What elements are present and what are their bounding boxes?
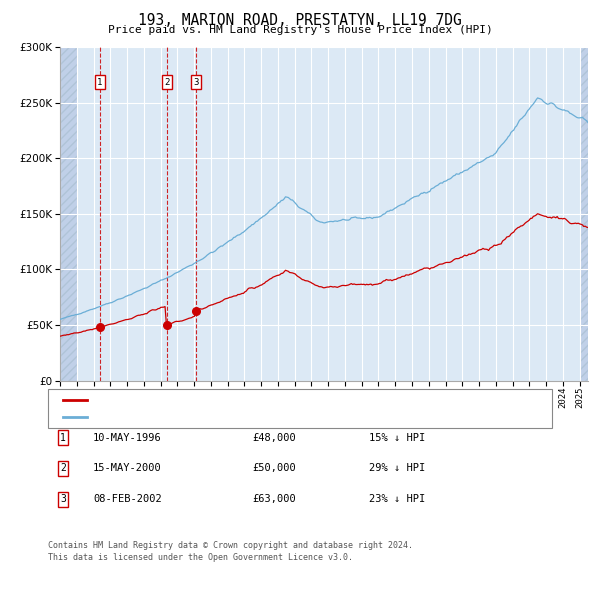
Text: 193, MARION ROAD, PRESTATYN, LL19 7DG (detached house): 193, MARION ROAD, PRESTATYN, LL19 7DG (d… [91,395,409,405]
Text: 3: 3 [193,78,199,87]
Text: 23% ↓ HPI: 23% ↓ HPI [369,494,425,504]
Text: 3: 3 [60,494,66,504]
Text: HPI: Average price, detached house, Denbighshire: HPI: Average price, detached house, Denb… [91,412,373,422]
Text: Contains HM Land Registry data © Crown copyright and database right 2024.: Contains HM Land Registry data © Crown c… [48,541,413,550]
Text: 15% ↓ HPI: 15% ↓ HPI [369,433,425,442]
Text: 29% ↓ HPI: 29% ↓ HPI [369,464,425,473]
Text: 08-FEB-2002: 08-FEB-2002 [93,494,162,504]
Text: This data is licensed under the Open Government Licence v3.0.: This data is licensed under the Open Gov… [48,553,353,562]
Bar [580,47,588,381]
Text: 15-MAY-2000: 15-MAY-2000 [93,464,162,473]
Text: 10-MAY-1996: 10-MAY-1996 [93,433,162,442]
Text: £50,000: £50,000 [252,464,296,473]
Text: 2: 2 [60,464,66,473]
Text: 1: 1 [97,78,103,87]
Text: £63,000: £63,000 [252,494,296,504]
Text: 2: 2 [164,78,169,87]
Bar [60,47,77,381]
Text: 1: 1 [60,433,66,442]
Text: 193, MARION ROAD, PRESTATYN, LL19 7DG: 193, MARION ROAD, PRESTATYN, LL19 7DG [138,13,462,28]
Text: Price paid vs. HM Land Registry's House Price Index (HPI): Price paid vs. HM Land Registry's House … [107,25,493,35]
Text: £48,000: £48,000 [252,433,296,442]
